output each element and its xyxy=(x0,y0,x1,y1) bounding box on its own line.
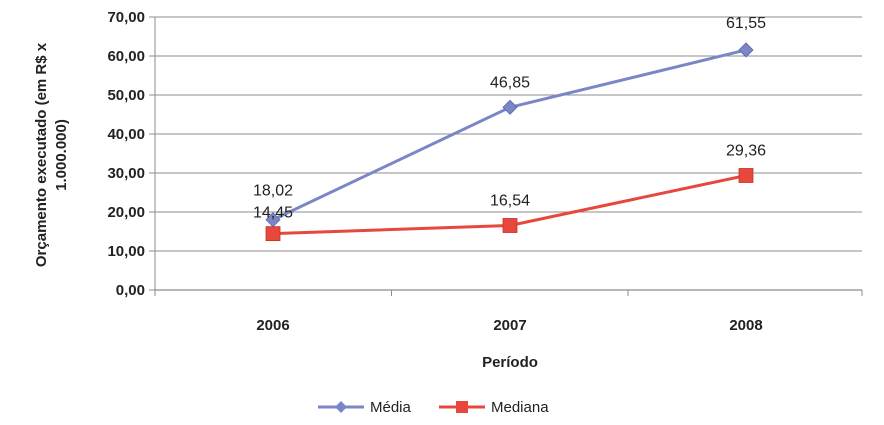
y-axis-ticks: 0,00 10,00 20,00 30,00 40,00 50,00 60,00 70,00 xyxy=(107,9,155,299)
data-point-square xyxy=(502,218,518,233)
y-tick-label: 10,00 xyxy=(107,243,145,260)
y-tick-label: 20,00 xyxy=(107,204,145,221)
y-tick-label: 60,00 xyxy=(107,48,145,65)
data-labels: 18,02 46,85 61,55 14,45 16,54 29,36 xyxy=(253,15,766,222)
y-tick-label: 0,00 xyxy=(116,282,145,299)
legend-label: Mediana xyxy=(491,399,549,416)
x-tick-label: 2007 xyxy=(493,317,526,334)
legend: Média Mediana xyxy=(318,399,549,416)
data-label: 16,54 xyxy=(490,192,530,209)
data-point-diamond xyxy=(502,99,518,115)
data-point-square xyxy=(738,168,754,183)
data-label: 29,36 xyxy=(726,142,766,159)
data-label: 61,55 xyxy=(726,15,766,32)
x-axis xyxy=(154,17,863,296)
data-label: 18,02 xyxy=(253,183,293,200)
legend-marker-square xyxy=(456,401,468,413)
y-tick-label: 30,00 xyxy=(107,165,145,182)
y-axis-title-line-1: Orçamento executado (em R$ x xyxy=(33,42,50,267)
y-axis-title: Orçamento executado (em R$ x 1.000.000) xyxy=(33,42,70,267)
data-label: 46,85 xyxy=(490,74,530,91)
y-tick-label: 50,00 xyxy=(107,87,145,104)
y-axis-title-line-2: 1.000.000) xyxy=(53,119,70,191)
y-tick-label: 40,00 xyxy=(107,126,145,143)
data-label: 14,45 xyxy=(253,205,293,222)
x-axis-ticks: 2006 2007 2008 xyxy=(256,317,762,334)
legend-label: Média xyxy=(370,399,412,416)
x-axis-title: Período xyxy=(482,354,538,371)
x-tick-label: 2006 xyxy=(256,317,289,334)
legend-marker-diamond xyxy=(335,401,347,413)
data-point-diamond xyxy=(738,42,754,58)
data-point-square xyxy=(265,226,281,242)
y-tick-label: 70,00 xyxy=(107,9,145,26)
x-tick-label: 2008 xyxy=(729,317,762,334)
gridlines xyxy=(155,16,862,291)
series-layer xyxy=(265,42,754,242)
